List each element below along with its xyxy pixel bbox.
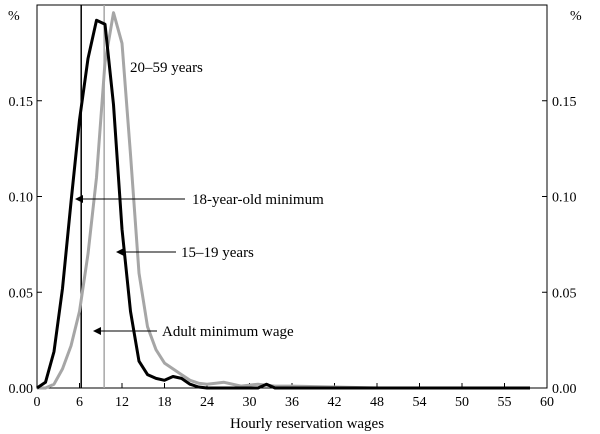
right-y-tick-label: 0.15 [552,95,577,110]
x-tick-label: 12 [115,395,129,410]
left-y-ticks: 0.00 0.05 0.10 0.15 [9,95,42,397]
x-tick-label: 42 [328,395,342,410]
x-tick-label: 48 [370,395,384,410]
x-tick-label: 30 [243,395,257,410]
right-y-tick-label: 0.10 [552,191,577,206]
x-tick-label: 60 [540,395,554,410]
left-y-tick-label: 0.00 [9,382,34,397]
series-layer [36,11,530,390]
series-line-15-19- [36,18,530,390]
left-y-tick-label: 0.15 [9,95,34,110]
annotation-15-19-years: 15–19 years [181,245,254,261]
x-tick-label: 6 [76,395,83,410]
left-y-tick-label: 0.05 [9,286,34,301]
right-y-tick-label: 0.05 [552,286,577,301]
annotation-20-59-years: 20–59 years [130,60,203,76]
right-y-ticks: 0.00 0.05 0.10 0.15 [542,95,577,397]
x-tick-label: 24 [200,395,214,410]
x-axis-title: Hourly reservation wages [230,416,384,432]
x-tick-label: 18 [158,395,172,410]
x-tick-label: 54 [413,395,427,410]
left-y-tick-label: 0.10 [9,191,34,206]
annotation-adult-minimum-wage: Adult minimum wage [162,324,294,340]
x-tick-label: 50 [455,395,469,410]
right-y-tick-label: 0.00 [552,382,577,397]
left-y-unit-label: % [8,9,20,24]
annotation-18-year-old-minimum: 18-year-old minimum [192,192,324,208]
x-tick-label: 55 [498,395,512,410]
x-tick-label: 0 [34,395,41,410]
x-tick-label: 36 [285,395,299,410]
right-y-unit-label: % [570,9,582,24]
